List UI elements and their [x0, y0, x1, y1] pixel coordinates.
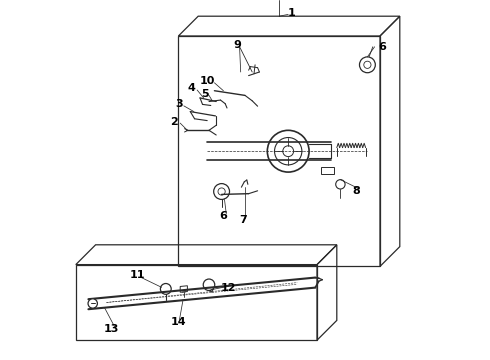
Text: 6: 6 [378, 42, 386, 52]
Text: 14: 14 [171, 317, 186, 327]
Text: 11: 11 [129, 270, 145, 280]
Text: 13: 13 [104, 324, 120, 334]
Text: 2: 2 [170, 117, 177, 127]
Text: 8: 8 [353, 186, 361, 196]
Text: 3: 3 [176, 99, 183, 109]
Text: 7: 7 [239, 215, 247, 225]
Circle shape [88, 299, 98, 308]
Text: 5: 5 [201, 89, 209, 99]
Text: 6: 6 [220, 211, 227, 221]
Text: 12: 12 [221, 283, 237, 293]
Text: 10: 10 [199, 76, 215, 86]
Text: 9: 9 [234, 40, 242, 50]
Text: 4: 4 [188, 83, 196, 93]
Text: 1: 1 [288, 8, 295, 18]
